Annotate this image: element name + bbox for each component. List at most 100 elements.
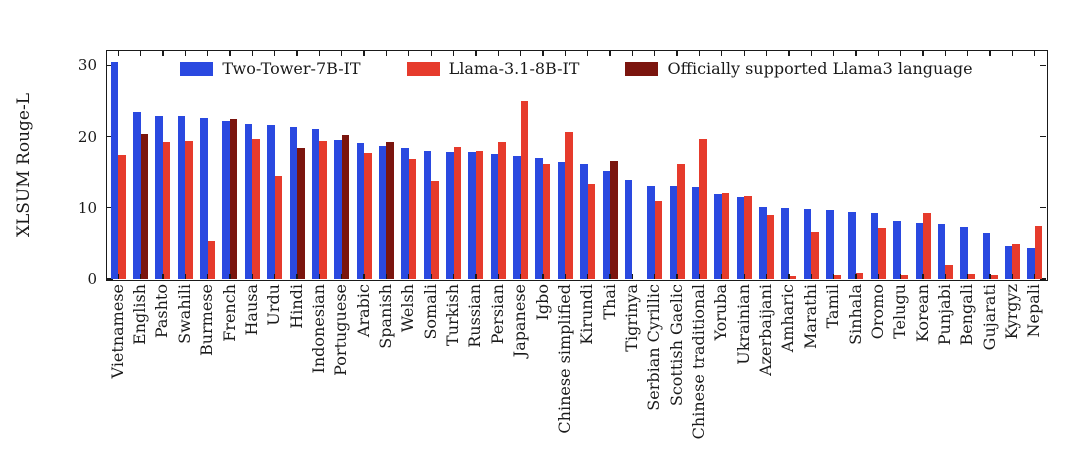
x-label-text-pashto: Pashto [152, 284, 172, 339]
x-label-marathi: Marathi [801, 284, 820, 349]
x-tick-bottom-english [139, 274, 142, 279]
bar-llama-3-1-8b-it-serbian-cyrillic [654, 201, 663, 279]
bar-two-tower-7b-it-turkish [446, 152, 454, 279]
bar-two-tower-7b-it-bengali [960, 226, 968, 279]
x-label-amharic: Amharic [778, 284, 798, 353]
x-tick-bottom-kirundi [587, 274, 589, 279]
y-axis-title-text: XLSUM Rouge-L [14, 92, 34, 238]
x-label-text-igbo: Igbo [532, 284, 552, 321]
x-tick-bottom-russian [475, 274, 477, 279]
bar-two-tower-7b-it-kyrgyz [1004, 246, 1013, 279]
x-tick-top-urdu [274, 51, 276, 56]
bar-llama-3-1-8b-it-hausa [252, 139, 260, 279]
bar-two-tower-7b-it-telugu [893, 221, 901, 279]
x-label-text-kirundi: Kirundi [577, 284, 597, 345]
bar-two-tower-7b-it-somali [423, 150, 432, 279]
bar-llama-3-1-8b-it-tamil [833, 275, 842, 279]
x-tick-top-bengali [967, 51, 969, 56]
x-tick-bottom-hindi [296, 274, 298, 279]
bar-two-tower-7b-it-scottish-gaelic [669, 186, 678, 279]
bar-llama-3-1-8b-it-ukrainian [744, 196, 752, 279]
bar-llama-3-1-8b-it-gujarati [990, 275, 998, 279]
x-tick-top-scottish-gaelic [676, 51, 678, 56]
x-label-welsh: Welsh [398, 284, 418, 332]
x-label-gujarati: Gujarati [980, 284, 999, 350]
x-label-text-scottish-gaelic: Scottish Gaelic [666, 284, 686, 407]
legend-item-official: Officially supported Llama3 language [625, 59, 973, 78]
legend-swatch-llama-icon [406, 61, 440, 76]
x-tick-top-marathi [810, 51, 812, 56]
x-label-persian: Persian [488, 284, 507, 344]
bar-llama-3-1-8b-it-spanish-official [386, 142, 394, 279]
x-label-portuguese: Portuguese [331, 284, 351, 376]
x-tick-bottom-arabic [363, 274, 365, 279]
x-tick-top-thai [609, 51, 611, 56]
x-label-text-bengali: Bengali [957, 284, 977, 346]
x-tick-bottom-telugu [900, 274, 902, 279]
x-label-text-kyrgyz: Kyrgyz [1002, 284, 1022, 340]
x-tick-top-portuguese [341, 51, 343, 56]
bar-llama-3-1-8b-it-welsh [408, 159, 417, 279]
x-tick-top-tamil [832, 51, 835, 56]
x-tick-bottom-nepali [1034, 274, 1036, 279]
bar-two-tower-7b-it-oromo [870, 213, 879, 279]
x-label-yoruba: Yoruba [711, 284, 731, 341]
bar-two-tower-7b-it-kirundi [580, 163, 588, 279]
y-tick-label-30: 30 [77, 56, 97, 75]
bar-two-tower-7b-it-nepali [1027, 248, 1035, 279]
x-label-vietnamese: Vietnamese [108, 284, 127, 378]
x-tick-top-nepali [1034, 51, 1036, 56]
x-tick-bottom-ukrainian [743, 274, 745, 279]
legend-label-llama: Llama-3.1-8B-IT [448, 59, 580, 78]
y-tick-left-20 [107, 135, 113, 138]
x-label-tigrinya: Tigrinya [622, 284, 641, 352]
x-tick-bottom-punjabi [944, 274, 947, 279]
bar-llama-3-1-8b-it-oromo [878, 227, 886, 279]
x-label-ukrainian: Ukrainian [734, 284, 753, 365]
x-tick-top-japanese [519, 51, 522, 56]
x-tick-bottom-persian [497, 274, 499, 279]
y-tick-left-0 [107, 278, 113, 280]
y-tick-right-20 [1040, 135, 1046, 138]
x-label-azerbaijani: Azerbaijani [756, 284, 776, 376]
x-tick-bottom-urdu [274, 274, 276, 279]
bar-llama-3-1-8b-it-nepali [1034, 225, 1043, 279]
bar-llama-3-1-8b-it-portuguese-official [341, 135, 350, 279]
x-tick-bottom-gujarati [989, 274, 991, 279]
y-tick-right-0 [1040, 278, 1046, 280]
bar-two-tower-7b-it-tamil [826, 209, 834, 279]
x-tick-bottom-spanish [385, 274, 388, 279]
bar-llama-3-1-8b-it-arabic [364, 152, 372, 279]
x-tick-top-russian [475, 51, 477, 56]
x-tick-top-hindi [296, 51, 298, 56]
x-label-swahili: Swahili [175, 284, 194, 344]
x-tick-bottom-scottish-gaelic [676, 274, 678, 279]
legend-swatch-two-tower-icon [180, 61, 214, 76]
x-tick-bottom-burmese [206, 274, 209, 279]
x-tick-bottom-tamil [832, 274, 835, 279]
x-tick-bottom-igbo [542, 274, 544, 279]
x-tick-bottom-indonesian [318, 274, 321, 279]
bar-two-tower-7b-it-azerbaijani [759, 207, 767, 279]
x-label-korean: Korean [913, 284, 932, 342]
bar-llama-3-1-8b-it-swahili [185, 140, 193, 279]
x-tick-bottom-bengali [967, 274, 969, 279]
legend-label-official: Officially supported Llama3 language [667, 59, 973, 78]
x-label-text-portuguese: Portuguese [331, 284, 351, 376]
x-label-kirundi: Kirundi [577, 284, 597, 345]
x-label-text-oromo: Oromo [867, 284, 887, 340]
x-label-text-telugu: Telugu [890, 284, 910, 339]
x-tick-top-arabic [363, 51, 365, 56]
x-label-text-amharic: Amharic [778, 284, 798, 353]
legend-item-two-tower: Two-Tower-7B-IT [180, 59, 361, 78]
bar-llama-3-1-8b-it-pashto [162, 142, 171, 279]
x-tick-bottom-azerbaijani [765, 274, 768, 279]
x-label-text-burmese: Burmese [197, 284, 217, 357]
bar-llama-3-1-8b-it-persian [498, 142, 506, 279]
bar-two-tower-7b-it-spanish [378, 145, 387, 279]
x-tick-top-serbian-cyrillic [654, 51, 656, 56]
bar-llama-3-1-8b-it-kyrgyz [1012, 244, 1020, 279]
bar-llama-3-1-8b-it-turkish [453, 147, 462, 279]
bar-llama-3-1-8b-it-kirundi [587, 183, 596, 279]
x-tick-top-sinhala [855, 51, 857, 56]
